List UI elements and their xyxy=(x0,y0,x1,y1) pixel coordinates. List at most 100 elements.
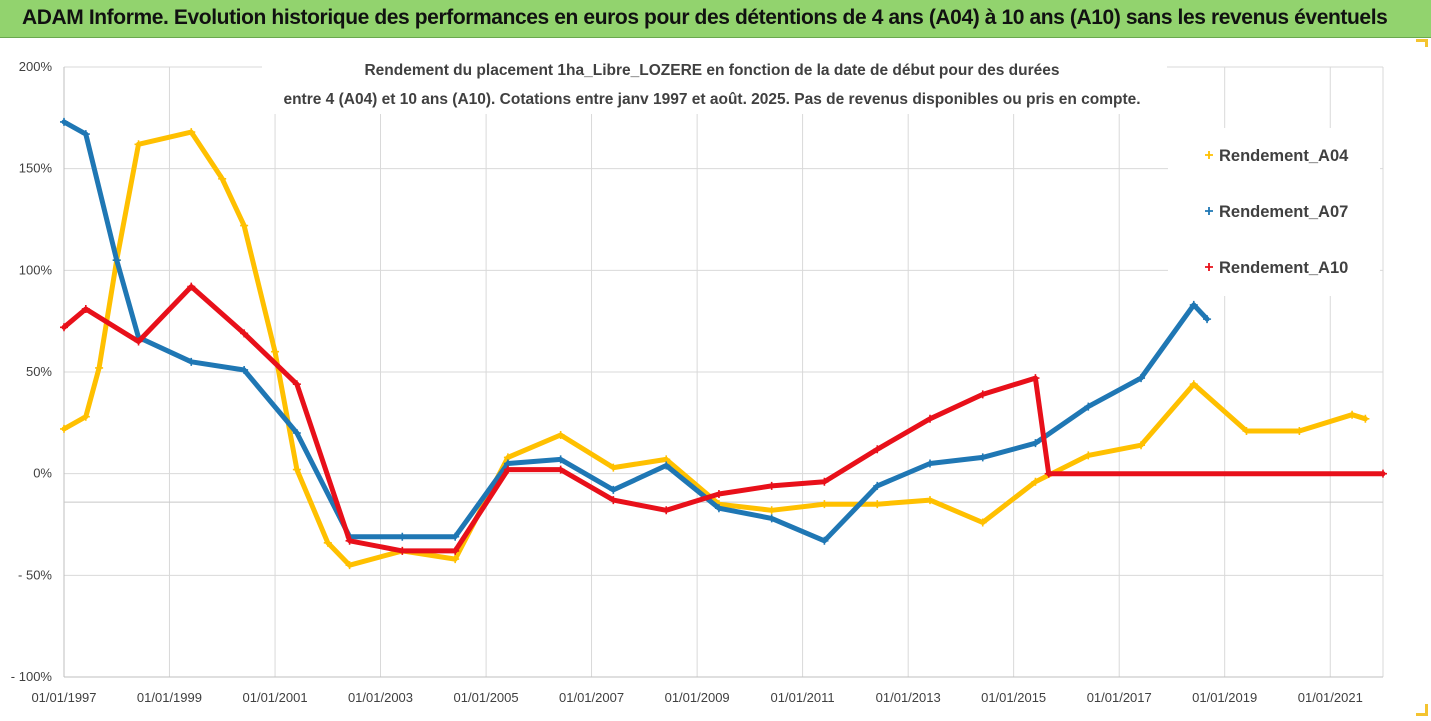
x-tick-label: 01/01/1999 xyxy=(137,690,202,705)
data-point xyxy=(60,424,68,433)
data-point xyxy=(81,130,90,139)
data-point xyxy=(767,506,776,515)
data-point xyxy=(345,561,354,570)
x-tick-label: 01/01/2011 xyxy=(771,690,835,705)
y-axis-tick-labels: - 100% - 50% 0% 50% 100% 150% 200% xyxy=(11,59,53,684)
data-point xyxy=(662,461,671,470)
y-tick-label: - 50% xyxy=(18,567,52,582)
data-point xyxy=(1348,410,1357,419)
legend-marker xyxy=(1205,263,1213,271)
data-point xyxy=(556,431,565,440)
data-point xyxy=(240,329,249,338)
data-point xyxy=(925,459,934,468)
data-point xyxy=(134,140,143,149)
data-point xyxy=(1137,374,1146,383)
series-line xyxy=(61,129,1368,568)
data-point xyxy=(556,455,565,464)
data-point xyxy=(323,538,332,547)
data-point xyxy=(873,500,882,509)
data-point xyxy=(451,546,460,555)
data-point xyxy=(112,256,121,265)
data-point xyxy=(609,496,618,505)
data-point xyxy=(1084,402,1093,411)
x-tick-label: 01/01/2009 xyxy=(665,690,730,705)
x-tick-label: 01/01/2019 xyxy=(1192,690,1257,705)
data-point xyxy=(1361,414,1370,423)
data-point xyxy=(134,337,143,346)
data-point xyxy=(714,490,723,498)
x-tick-label: 01/01/1997 xyxy=(31,690,96,705)
data-point xyxy=(1084,451,1093,460)
series-Rendement_A07 xyxy=(60,117,1212,545)
x-tick-label: 01/01/2007 xyxy=(559,690,624,705)
data-point xyxy=(398,546,407,555)
data-point xyxy=(873,445,882,454)
data-point xyxy=(1044,469,1053,478)
legend-marker xyxy=(1205,151,1213,159)
y-tick-label: 150% xyxy=(19,161,53,176)
data-point xyxy=(820,500,829,509)
data-point xyxy=(662,506,671,515)
data-point xyxy=(345,536,354,545)
chart-title-line-2: entre 4 (A04) et 10 ans (A10). Cotations… xyxy=(283,91,1140,108)
data-point xyxy=(1242,426,1251,435)
data-point xyxy=(398,532,407,541)
data-point xyxy=(1031,374,1040,383)
data-point xyxy=(978,390,987,399)
data-point xyxy=(81,412,90,421)
data-point xyxy=(609,485,618,494)
y-tick-label: 200% xyxy=(19,59,53,74)
data-point xyxy=(187,357,196,366)
data-point xyxy=(1203,315,1212,324)
data-point xyxy=(1295,426,1304,435)
report-banner: ADAM Informe. Evolution historique des p… xyxy=(0,0,1431,38)
data-point xyxy=(714,504,723,513)
x-tick-label: 01/01/2003 xyxy=(348,690,413,705)
data-point xyxy=(187,282,196,291)
legend: Rendement_A04 Rendement_A07 Rendement_A10 xyxy=(1168,128,1380,296)
y-tick-label: 100% xyxy=(19,262,53,277)
x-tick-label: 01/01/2021 xyxy=(1298,690,1363,705)
data-point xyxy=(1031,477,1040,486)
corner-accent-bottom xyxy=(1416,704,1428,716)
data-point xyxy=(978,453,987,462)
data-point xyxy=(271,347,280,356)
data-point xyxy=(1379,469,1387,478)
y-tick-label: - 100% xyxy=(11,669,53,684)
corner-accent-top xyxy=(1416,39,1428,47)
series-Rendement_A10 xyxy=(60,282,1387,555)
y-tick-label: 50% xyxy=(26,364,52,379)
data-point xyxy=(451,532,460,541)
x-tick-label: 01/01/2005 xyxy=(454,690,519,705)
data-point xyxy=(292,429,301,437)
data-point xyxy=(60,117,68,126)
data-point xyxy=(978,518,987,527)
data-point xyxy=(767,481,776,490)
x-tick-label: 01/01/2015 xyxy=(981,690,1046,705)
x-tick-label: 01/01/2001 xyxy=(243,690,308,705)
legend-label: Rendement_A10 xyxy=(1219,259,1348,277)
data-point xyxy=(925,496,934,505)
data-point xyxy=(81,304,90,313)
data-point xyxy=(187,128,196,137)
data-point xyxy=(292,380,301,389)
data-point xyxy=(240,365,249,374)
data-point xyxy=(240,221,249,230)
series-line xyxy=(61,284,1386,554)
axes xyxy=(63,67,1383,678)
legend-background xyxy=(1168,128,1380,296)
data-point xyxy=(503,465,512,474)
data-point xyxy=(1189,380,1198,389)
y-tick-label: 0% xyxy=(33,466,52,481)
data-point xyxy=(218,174,227,183)
data-point xyxy=(451,555,460,564)
series-group xyxy=(60,117,1387,570)
data-point xyxy=(292,465,301,474)
data-point xyxy=(60,323,68,332)
x-tick-label: 01/01/2013 xyxy=(876,690,941,705)
data-point xyxy=(820,536,829,545)
data-point xyxy=(873,481,882,490)
data-point xyxy=(556,465,565,474)
legend-marker xyxy=(1205,207,1213,215)
data-point xyxy=(767,514,776,523)
